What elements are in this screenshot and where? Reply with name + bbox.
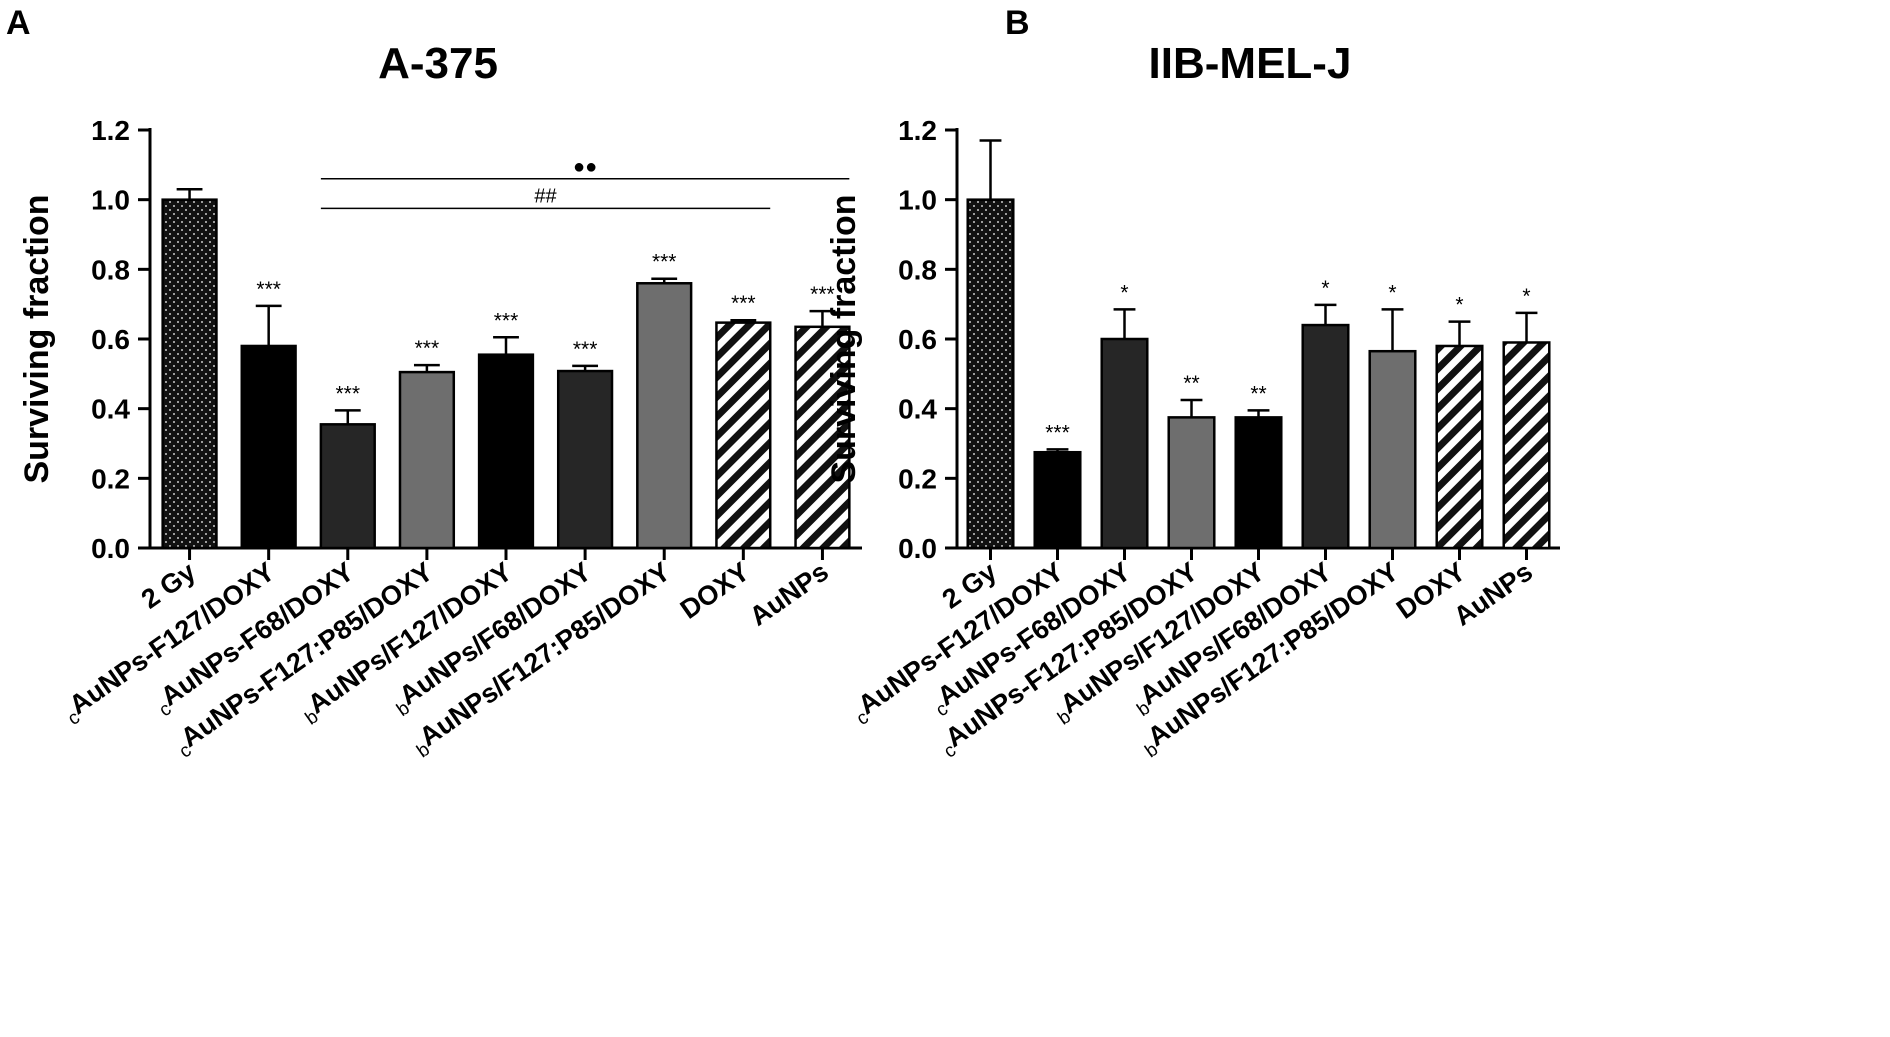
y-tick-label: 0.6 — [898, 324, 937, 355]
y-tick-label: 0.4 — [898, 394, 937, 425]
y-tick-label: 0.0 — [898, 533, 937, 564]
bar — [161, 198, 218, 550]
bar — [636, 282, 693, 550]
y-tick-label: 0.6 — [91, 324, 130, 355]
chart-panel-a: A-375 Surviving fraction 0.0 0.2 0.4 0.6 0.8 1.… — [18, 39, 862, 763]
y-tick-label: 0.8 — [91, 254, 130, 285]
significance-label: * — [1120, 281, 1128, 304]
panel-letter-a: A — [6, 4, 31, 42]
significance-label: * — [1388, 281, 1396, 304]
significance-label: ** — [1183, 372, 1199, 395]
significance-label: *** — [731, 292, 756, 315]
bar — [398, 370, 456, 550]
bar — [319, 423, 376, 550]
category-label: AuNPs — [744, 556, 834, 631]
significance-label: * — [1522, 285, 1530, 308]
bar — [1502, 341, 1551, 550]
y-tick-label: 1.0 — [91, 185, 130, 216]
significance-label: *** — [494, 309, 519, 332]
y-tick-label: 1.2 — [898, 115, 937, 146]
comparison-marker: ●● — [573, 156, 597, 178]
bar — [966, 198, 1015, 550]
bar — [715, 321, 772, 550]
chart-title: IIB-MEL-J — [1149, 39, 1352, 88]
bar — [1167, 416, 1216, 550]
bar — [1435, 344, 1484, 550]
y-axis-title: Surviving fraction — [825, 194, 863, 483]
bar — [556, 369, 614, 550]
y-tick-label: 1.2 — [91, 115, 130, 146]
bar — [1033, 450, 1082, 550]
category-label: DOXY — [675, 556, 755, 624]
bar — [477, 353, 535, 550]
category-label: AuNPs — [1448, 556, 1538, 631]
significance-label: *** — [1045, 421, 1070, 444]
y-tick-label: 0.8 — [898, 254, 937, 285]
y-tick-label: 0.4 — [91, 394, 130, 425]
significance-label: *** — [573, 338, 598, 361]
chart-panel-b: IIB-MEL-J Surviving fraction 0.0 0.2 0.4 0.6 0… — [825, 39, 1560, 763]
y-tick-label: 1.0 — [898, 185, 937, 216]
significance-label: *** — [256, 278, 281, 301]
bar — [1301, 323, 1350, 550]
panel-letter-b: B — [1005, 4, 1030, 42]
bar — [1100, 337, 1149, 550]
significance-label: *** — [336, 382, 361, 405]
bar — [1368, 349, 1417, 550]
bar — [240, 344, 297, 550]
significance-label: * — [1455, 294, 1463, 317]
bar — [1234, 416, 1283, 550]
y-axis-title: Surviving fraction — [18, 194, 56, 483]
comparison-marker: ## — [534, 185, 557, 207]
significance-label: *** — [810, 283, 835, 306]
chart-title: A-375 — [378, 39, 498, 88]
y-tick-label: 0.2 — [898, 463, 937, 494]
significance-label: ** — [1250, 382, 1266, 405]
significance-label: *** — [415, 337, 440, 360]
significance-label: * — [1321, 277, 1329, 300]
y-tick-label: 0.2 — [91, 463, 130, 494]
y-tick-label: 0.0 — [91, 533, 130, 564]
significance-label: *** — [652, 251, 677, 274]
